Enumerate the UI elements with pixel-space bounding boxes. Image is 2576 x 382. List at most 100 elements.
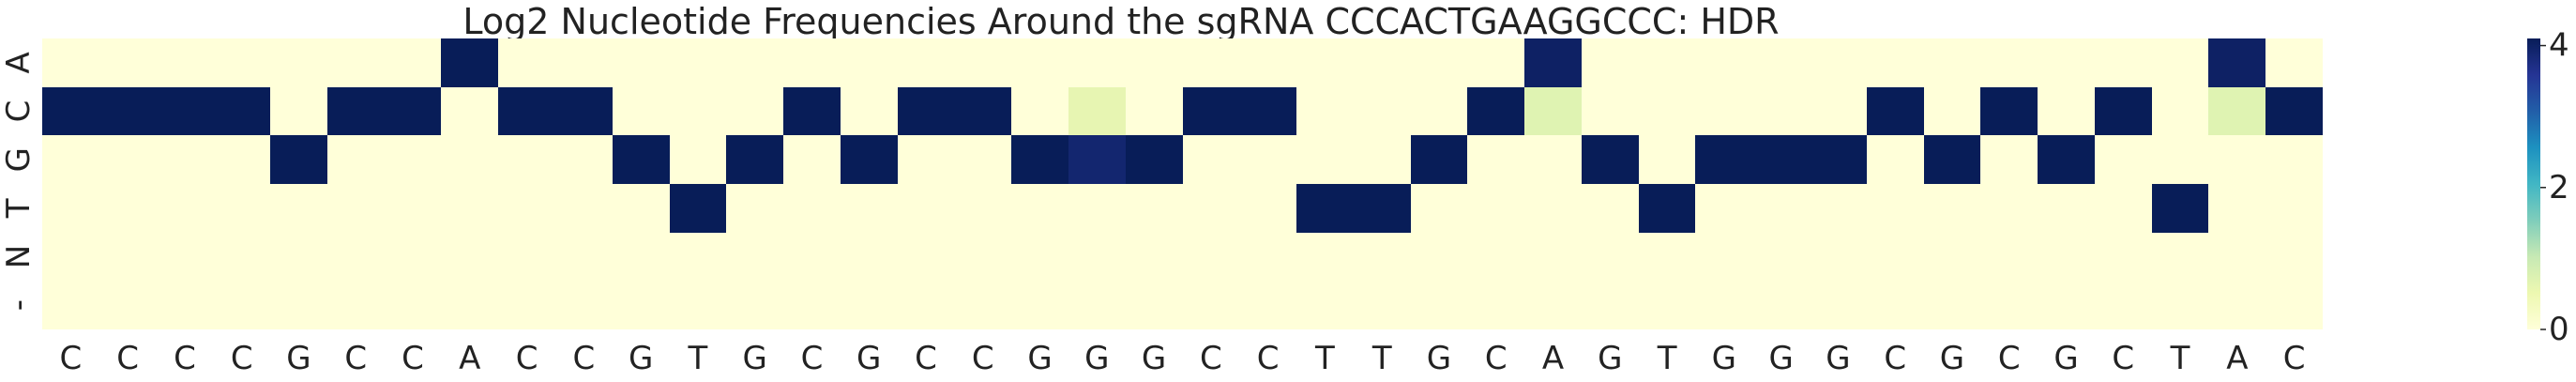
heatmap-cell — [783, 233, 841, 281]
x-tick-label: C — [116, 340, 139, 377]
heatmap-cell — [1411, 38, 1467, 87]
heatmap-cell — [954, 38, 1011, 87]
x-tick-label: A — [1542, 340, 1564, 377]
heatmap-cell — [2095, 184, 2152, 233]
heatmap-cell — [555, 135, 613, 184]
heatmap-cell — [1411, 233, 1467, 281]
y-tick-label: G — [0, 147, 38, 172]
heatmap-cell — [1183, 281, 1239, 329]
heatmap-cell — [213, 135, 270, 184]
heatmap-cell — [1183, 38, 1239, 87]
heatmap-cell — [1296, 135, 1354, 184]
heatmap-cell — [327, 87, 385, 135]
heatmap-cell — [1239, 281, 1296, 329]
heatmap-cell — [1354, 233, 1411, 281]
heatmap-cell — [157, 184, 213, 233]
heatmap-cell — [841, 87, 898, 135]
heatmap-cell — [1524, 38, 1582, 87]
heatmap-cell — [1011, 233, 1068, 281]
heatmap-cell — [1068, 184, 1126, 233]
heatmap-cell — [1296, 38, 1354, 87]
heatmap-cell — [270, 233, 327, 281]
colorbar-tick-label: 4 — [2549, 27, 2569, 65]
heatmap-cell — [1980, 87, 2038, 135]
heatmap-cell — [613, 38, 670, 87]
heatmap-cell — [2038, 135, 2095, 184]
heatmap-cell — [42, 135, 99, 184]
x-tick-label: C — [2283, 340, 2306, 377]
heatmap-cell — [2038, 38, 2095, 87]
heatmap-cell — [613, 87, 670, 135]
heatmap-cell — [1695, 38, 1752, 87]
heatmap-cell — [1582, 233, 1639, 281]
heatmap-cell — [726, 87, 783, 135]
heatmap-cell — [1810, 281, 1867, 329]
heatmap-cell — [1980, 233, 2038, 281]
heatmap-cell — [1354, 87, 1411, 135]
heatmap-cell — [1011, 38, 1068, 87]
heatmap-cell — [1810, 233, 1867, 281]
heatmap-cell — [1639, 281, 1695, 329]
heatmap-cell — [1524, 184, 1582, 233]
heatmap-cell — [1467, 281, 1524, 329]
heatmap-cell — [2265, 135, 2323, 184]
heatmap-cell — [1296, 281, 1354, 329]
heatmap-cell — [1068, 233, 1126, 281]
heatmap-cell — [1810, 87, 1867, 135]
x-tick-label: T — [2170, 340, 2190, 377]
heatmap-cell — [385, 233, 441, 281]
heatmap-cell — [1524, 281, 1582, 329]
heatmap-cell — [1126, 233, 1183, 281]
heatmap-cell — [2095, 87, 2152, 135]
heatmap-cell — [1752, 281, 1810, 329]
x-tick-label: A — [2226, 340, 2248, 377]
heatmap-cell — [385, 184, 441, 233]
heatmap-cell — [1183, 135, 1239, 184]
heatmap-cell — [1924, 87, 1980, 135]
heatmap-cell — [783, 38, 841, 87]
y-tick-label: N — [0, 245, 38, 268]
heatmap-cell — [783, 87, 841, 135]
heatmap-cell — [270, 184, 327, 233]
heatmap-cell — [1980, 38, 2038, 87]
heatmap-cell — [613, 233, 670, 281]
heatmap-cell — [498, 184, 555, 233]
heatmap-cell — [157, 87, 213, 135]
heatmap-cell — [1239, 38, 1296, 87]
x-tick-label: C — [402, 340, 424, 377]
heatmap-cell — [783, 135, 841, 184]
heatmap-cell — [1980, 135, 2038, 184]
x-tick-label: G — [743, 340, 767, 377]
heatmap-cell — [555, 184, 613, 233]
heatmap-cell — [441, 135, 498, 184]
heatmap-cell — [498, 233, 555, 281]
heatmap-cell — [498, 38, 555, 87]
x-tick-label: G — [1598, 340, 1622, 377]
heatmap-cell — [2208, 135, 2265, 184]
heatmap-cell — [898, 281, 954, 329]
heatmap-cell — [670, 38, 726, 87]
heatmap-cell — [841, 233, 898, 281]
heatmap-cell — [157, 281, 213, 329]
heatmap-cell — [1296, 233, 1354, 281]
y-tick-label: T — [0, 198, 38, 219]
heatmap-cell — [2152, 135, 2208, 184]
heatmap-cell — [327, 38, 385, 87]
x-tick-label: C — [972, 340, 994, 377]
heatmap-cell — [1467, 233, 1524, 281]
heatmap-cell — [954, 135, 1011, 184]
heatmap-cell — [1411, 87, 1467, 135]
heatmap-cell — [441, 281, 498, 329]
y-tick-label: A — [0, 52, 38, 73]
heatmap-cell — [898, 184, 954, 233]
colorbar-tick-label: 0 — [2549, 311, 2569, 348]
heatmap-cell — [1411, 281, 1467, 329]
heatmap-cell — [1467, 184, 1524, 233]
heatmap-cell — [1068, 87, 1126, 135]
x-tick-label: C — [1200, 340, 1222, 377]
x-tick-label: T — [1371, 340, 1392, 377]
heatmap-cell — [213, 281, 270, 329]
heatmap-cell — [157, 135, 213, 184]
